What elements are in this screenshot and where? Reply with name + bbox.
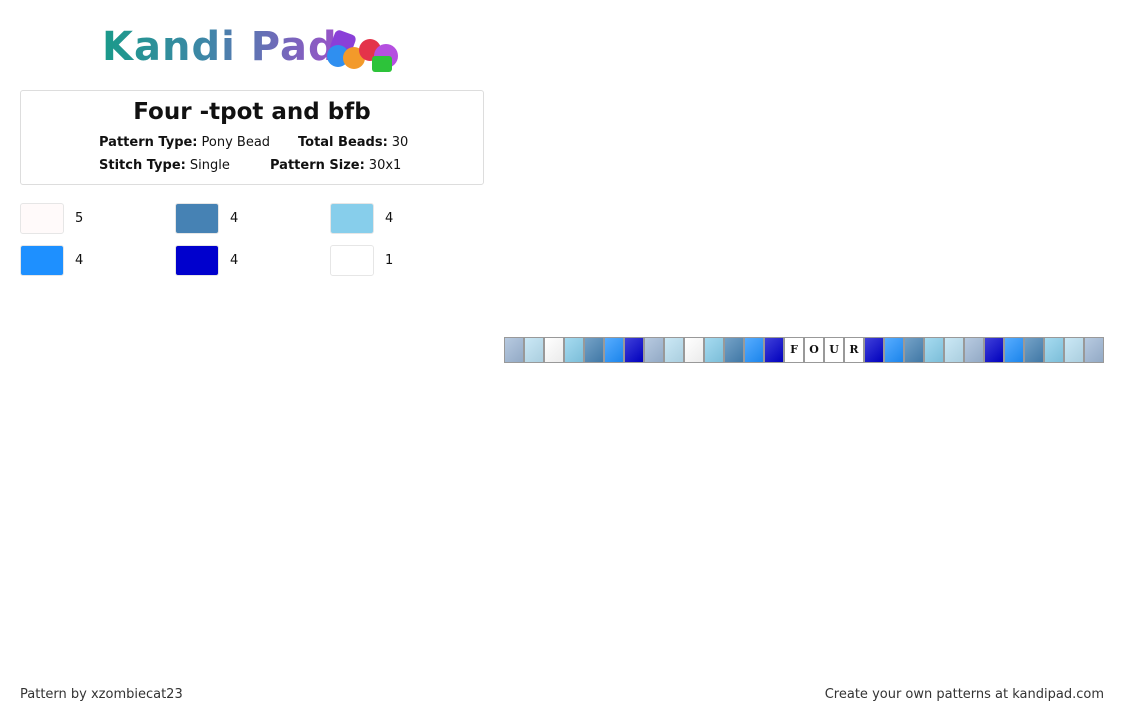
header-card: Four -tpot and bfb Pattern Type: Pony Bea… [20,90,484,185]
bead [924,337,944,363]
meta-item: Pattern Size: 30x1 [270,158,401,173]
credit: Pattern by xzombiecat23 [20,687,183,702]
color-swatch [330,245,374,276]
meta-item: Pattern Type: Pony Bead [99,135,270,150]
bead [884,337,904,363]
bead [684,337,704,363]
meta-value: 30 [391,135,409,150]
meta-value: Single [189,158,230,173]
meta-item: Total Beads: 30 [298,135,408,150]
color-count: 1 [385,253,394,268]
meta-item: Stitch Type: Single [99,158,230,173]
promo[interactable]: Create your own patterns at kandipad.com [824,687,1104,702]
bead: R [844,337,864,363]
bead [724,337,744,363]
bead [904,337,924,363]
color-count: 4 [230,253,239,268]
bead [984,337,1004,363]
bead [584,337,604,363]
bead [964,337,984,363]
bead [1044,337,1064,363]
color-count: 5 [75,211,84,226]
meta-value: Pony Bead [201,135,271,150]
bead [764,337,784,363]
bead [864,337,884,363]
meta-label: Pattern Size: [270,158,365,173]
bead [1004,337,1024,363]
bead [704,337,724,363]
bead [944,337,964,363]
meta-label: Pattern Type: [99,135,198,150]
color-swatch [20,245,64,276]
bead [664,337,684,363]
meta-value: 30x1 [368,158,402,173]
color-count: 4 [385,211,394,226]
bead [1024,337,1044,363]
bead [1084,337,1104,363]
color-swatch [175,245,219,276]
bead [744,337,764,363]
meta-label: Stitch Type: [99,158,186,173]
color-swatch [330,203,374,234]
bead [564,337,584,363]
color-swatch [175,203,219,234]
bead [524,337,544,363]
bead [624,337,644,363]
logo-beads [327,30,398,72]
color-swatch [20,203,64,234]
bead: O [804,337,824,363]
bead [1064,337,1084,363]
color-count: 4 [230,211,239,226]
pattern-title: Four -tpot and bfb [133,99,371,125]
logo: Kandi Pad [102,24,338,70]
bead: U [824,337,844,363]
meta-label: Total Beads: [298,135,388,150]
bead [504,337,524,363]
bead [544,337,564,363]
bead [604,337,624,363]
bead: F [784,337,804,363]
bead [644,337,664,363]
color-count: 4 [75,253,84,268]
